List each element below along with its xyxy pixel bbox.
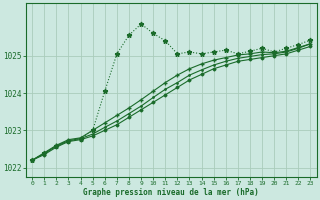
- X-axis label: Graphe pression niveau de la mer (hPa): Graphe pression niveau de la mer (hPa): [84, 188, 259, 197]
